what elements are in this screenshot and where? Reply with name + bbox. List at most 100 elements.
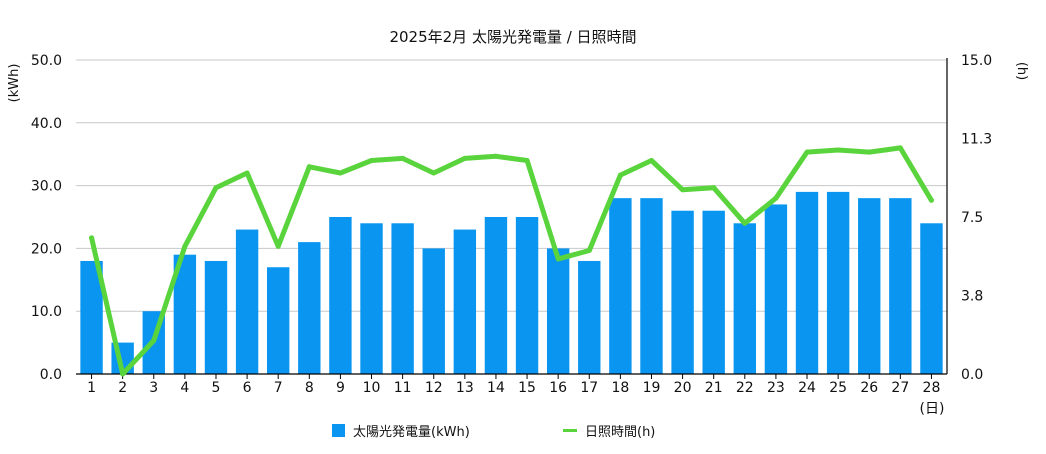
y-left-tick-label: 50.0 — [31, 53, 62, 69]
y-right-unit-label: (h) — [1014, 62, 1029, 80]
y-right-tick-label: 11.3 — [961, 132, 992, 148]
bar — [453, 229, 477, 374]
sunshine-point — [648, 157, 654, 163]
line-series — [89, 145, 934, 377]
sunshine-point — [804, 149, 810, 155]
x-tick-label: 8 — [305, 380, 314, 396]
sunshine-point — [835, 147, 841, 153]
x-tick-label: 14 — [487, 380, 505, 396]
y-right-tick-label: 3.8 — [961, 289, 983, 305]
sunshine-point — [680, 187, 686, 193]
sunshine-point — [493, 153, 499, 159]
legend-item-sunshine: 日照時間(h) — [563, 421, 655, 440]
bar — [80, 260, 103, 374]
bar — [889, 198, 912, 374]
bar — [671, 210, 694, 374]
legend-label-generation: 太陽光発電量(kWh) — [353, 425, 470, 440]
x-tick-label: 10 — [363, 380, 381, 396]
bar — [920, 223, 943, 374]
bar — [546, 248, 570, 374]
x-tick-label: 2 — [118, 380, 127, 396]
sunshine-point — [773, 195, 779, 201]
sunshine-point — [369, 157, 375, 163]
sunshine-point — [555, 256, 561, 262]
x-tick-label: 16 — [549, 380, 567, 396]
x-tick-label: 19 — [643, 380, 661, 396]
sunshine-point — [897, 145, 903, 151]
x-unit-label: (日) — [920, 401, 945, 417]
bar — [795, 191, 819, 374]
bar — [204, 260, 228, 374]
x-tick-label: 18 — [611, 380, 629, 396]
x-tick-label: 20 — [674, 380, 692, 396]
bar — [702, 210, 725, 374]
bar — [298, 242, 321, 374]
x-tick-label: 3 — [149, 380, 158, 396]
sunshine-point — [524, 157, 530, 163]
bar — [640, 198, 663, 374]
sunshine-point — [400, 155, 406, 161]
x-tick-label: 1 — [87, 380, 96, 396]
sunshine-point — [462, 155, 468, 161]
bar — [609, 198, 632, 374]
y-right-tick-label: 15.0 — [961, 53, 992, 69]
bar-series — [80, 191, 943, 374]
x-tick-label: 22 — [736, 380, 754, 396]
x-tick-label: 11 — [394, 380, 412, 396]
sunshine-point — [711, 185, 717, 191]
chart-title: 2025年2月 太陽光発電量 / 日照時間 — [389, 28, 636, 46]
sunshine-line — [89, 145, 934, 377]
x-tick-label: 17 — [580, 380, 598, 396]
sunshine-point — [244, 170, 250, 176]
sunshine-point — [151, 338, 157, 344]
legend-item-generation: 太陽光発電量(kWh) — [332, 421, 470, 440]
bar — [329, 217, 352, 374]
x-tick-label: 12 — [425, 380, 443, 396]
x-tick-label: 13 — [456, 380, 474, 396]
legend: 太陽光発電量(kWh) 日照時間(h) — [0, 421, 1046, 443]
y-left-tick-label: 30.0 — [31, 179, 62, 195]
x-tick-label: 9 — [336, 380, 345, 396]
sunshine-point — [182, 243, 188, 249]
y-left-tick-label: 10.0 — [31, 304, 62, 320]
sunshine-point — [586, 247, 592, 253]
x-tick-label: 25 — [829, 380, 847, 396]
x-tick-label: 28 — [923, 380, 941, 396]
y-left-tick-label: 0.0 — [40, 367, 62, 383]
bar — [578, 260, 601, 374]
sunshine-point — [928, 197, 934, 203]
sunshine-point — [866, 149, 872, 155]
y-left-tick-label: 40.0 — [31, 116, 62, 132]
sunshine-point — [742, 220, 748, 226]
x-tick-label: 5 — [212, 380, 221, 396]
axes: 0.0 10.0 20.0 30.0 40.0 50.0 0.0 3.8 7.5 11.3 15.0… — [31, 53, 992, 396]
bar — [173, 254, 197, 374]
axis-labels: (kWh) (h) (日) — [7, 62, 1029, 417]
x-tick-label: 26 — [860, 380, 878, 396]
bar — [266, 267, 290, 374]
sunshine-point — [89, 235, 95, 241]
sunshine-point — [275, 243, 281, 249]
legend-line-swatch — [563, 429, 577, 432]
bar — [733, 223, 757, 374]
sunshine-point — [120, 371, 126, 377]
sunshine-point — [617, 172, 623, 178]
y-right-tick-label: 7.5 — [961, 210, 983, 226]
bar — [826, 191, 850, 374]
sunshine-point — [337, 170, 343, 176]
bar — [764, 204, 788, 374]
x-tick-label: 24 — [798, 380, 816, 396]
bar — [422, 248, 445, 374]
bar — [235, 229, 259, 374]
bar — [391, 223, 414, 374]
bar — [360, 223, 383, 374]
sunshine-point — [306, 164, 312, 170]
bar — [515, 217, 539, 374]
x-tick-label: 27 — [891, 380, 909, 396]
y-right-tick-label: 0.0 — [961, 367, 983, 383]
x-tick-label: 4 — [180, 380, 189, 396]
sunshine-point — [213, 185, 219, 191]
x-tick-label: 6 — [243, 380, 252, 396]
x-tick-label: 15 — [518, 380, 536, 396]
